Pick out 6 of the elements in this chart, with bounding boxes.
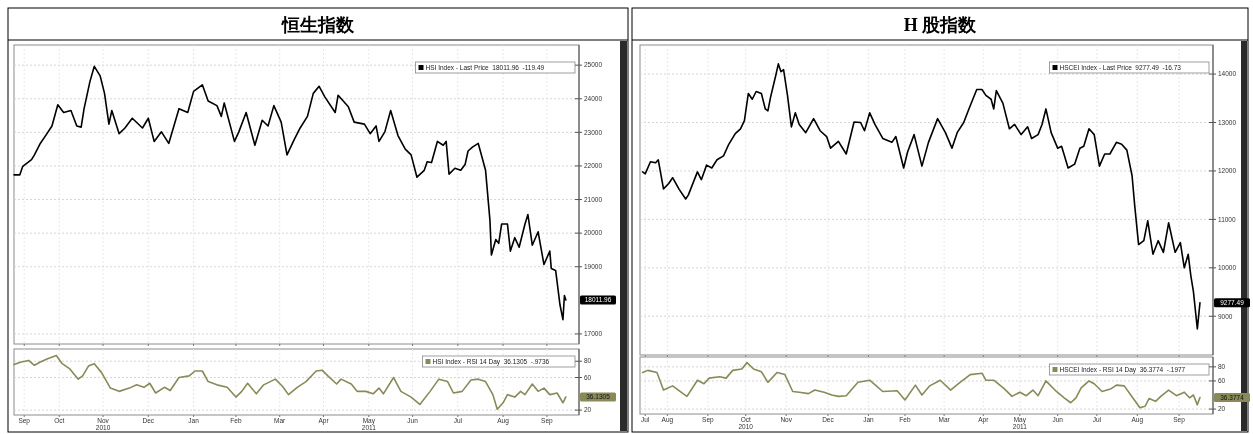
line-series: [641, 361, 1201, 409]
chart-title: 恒生指数: [281, 15, 355, 35]
chart-title: H 股指数: [903, 15, 978, 35]
line-series: [641, 63, 1201, 330]
line-series: [13, 65, 567, 321]
line-series: [13, 354, 567, 411]
